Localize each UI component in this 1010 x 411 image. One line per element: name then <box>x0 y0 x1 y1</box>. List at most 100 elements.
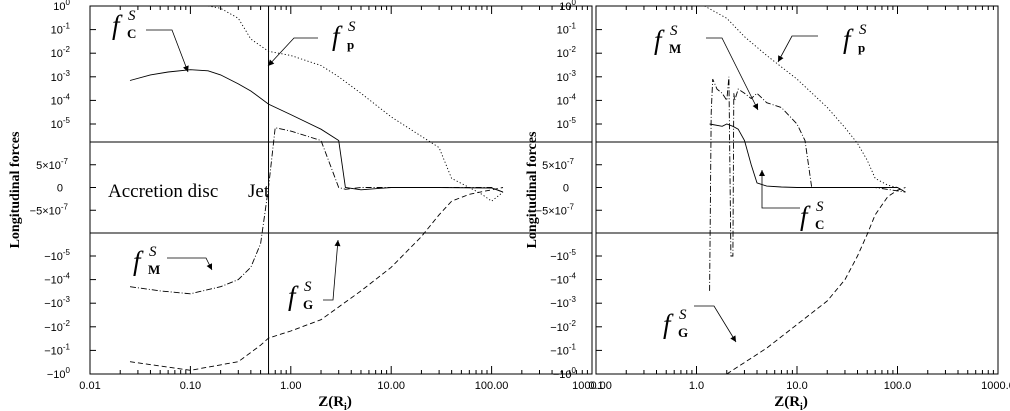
series-line-g <box>129 187 504 371</box>
x-tick-label: 0.10 <box>180 380 201 392</box>
series-label-p: f Sp <box>777 22 867 63</box>
series-label-sup: S <box>679 307 687 323</box>
series-label-sub: C <box>815 217 824 232</box>
series-leader-line <box>146 29 189 73</box>
y-tick-exponent: 0 <box>66 366 71 375</box>
x-axis-label-end: ) <box>347 394 352 410</box>
y-axis-label: Longitudinal forces <box>8 131 23 248</box>
y-tick-exponent: -7 <box>61 157 69 166</box>
y-tick-label: −100 <box>553 366 577 381</box>
leader-arrowhead <box>730 335 736 342</box>
series-label-m: f SM <box>654 23 759 111</box>
series-label-f: f <box>112 10 123 40</box>
y-tick-label: −10-2 <box>550 319 576 334</box>
x-axis-label: Z(Ri) <box>318 394 352 411</box>
y-tick-exponent: -4 <box>569 272 577 281</box>
series-label-sup: S <box>859 22 867 38</box>
y-tick-exponent: -1 <box>569 22 577 31</box>
y-tick-exponent: -4 <box>569 92 577 101</box>
series-label-f: f <box>663 309 674 339</box>
series-label-sup: S <box>149 244 157 260</box>
series-line-m <box>129 127 504 295</box>
series-leader-line <box>694 305 737 343</box>
series-label-sub: C <box>127 26 136 41</box>
series-label-sub: G <box>303 297 313 312</box>
y-tick-exponent: -3 <box>569 69 577 78</box>
series-label-sup: S <box>304 279 312 295</box>
y-tick-exponent: -5 <box>63 116 71 125</box>
y-tick-label: −10-4 <box>550 272 576 287</box>
y-tick-label: 5×10-7 <box>542 157 574 172</box>
panel-left: 0.01 0.10 1.00 10.00 100.00 1000.0010010-110-… <box>8 0 612 411</box>
y-tick-exponent: -5 <box>63 248 71 257</box>
x-tick-label: 10.0 <box>786 380 807 392</box>
y-tick-exponent: -3 <box>63 295 71 304</box>
series-label-sub: p <box>858 40 865 55</box>
y-tick-exponent: -2 <box>569 45 577 54</box>
x-axis-label-sub: i <box>800 402 803 411</box>
series-leader-line <box>761 170 800 209</box>
y-tick-exponent: -7 <box>567 157 575 166</box>
series-label-g: f SG <box>663 305 737 343</box>
series-label-sub: M <box>148 262 160 277</box>
series-label-f: f <box>288 281 299 311</box>
series-label-f: f <box>800 201 811 231</box>
series-label-sup: S <box>348 19 356 35</box>
x-tick-label: 0.01 <box>79 380 100 392</box>
series-label-sub: G <box>678 325 688 340</box>
series-leader-line <box>267 37 318 67</box>
y-tick-exponent: -2 <box>63 45 71 54</box>
y-tick-label: 10-1 <box>51 22 71 37</box>
x-tick-label: 100.00 <box>475 380 509 392</box>
y-tick-exponent: -4 <box>63 92 71 101</box>
y-tick-exponent: -1 <box>63 22 71 31</box>
series-label-f: f <box>332 21 343 51</box>
series-leader-line <box>777 35 818 63</box>
x-axis-label-sub: i <box>344 402 347 411</box>
y-tick-label: 0 <box>563 183 569 195</box>
series-leader-line <box>323 239 339 301</box>
y-tick-label: −10-1 <box>44 342 70 357</box>
y-tick-label: −10-3 <box>550 295 576 310</box>
x-tick-label: 1.0 <box>689 380 704 392</box>
series-line-m <box>709 76 906 291</box>
leader-arrowhead <box>183 65 189 72</box>
x-axis-label: Z(Ri) <box>774 394 808 411</box>
region-label-accretion-disc: Accretion disc <box>108 181 218 202</box>
x-tick-label: 1000.0 <box>981 380 1010 392</box>
series-leader-line <box>167 257 213 271</box>
series-label-sup: S <box>128 8 136 24</box>
y-tick-label: 10-3 <box>51 69 71 84</box>
panel-right: 0.1 1.0 10.0 100.0 1000.0 100 10-1 10-2 10-3 10-4… <box>525 0 1010 411</box>
y-axis-label: Longitudinal forces <box>525 131 540 248</box>
series-label-sup: S <box>816 199 824 215</box>
y-tick-exponent: -4 <box>63 272 71 281</box>
y-tick-label: −100 <box>47 366 71 381</box>
y-tick-exponent: -1 <box>63 342 71 351</box>
x-tick-label: 100.0 <box>884 380 912 392</box>
x-tick-label: 10.00 <box>377 380 405 392</box>
series-label-f: f <box>654 25 665 55</box>
series-label-sup: S <box>670 23 678 39</box>
y-tick-exponent: 0 <box>572 366 577 375</box>
y-tick-label: −5×10-7 <box>30 202 69 217</box>
x-tick-label: 1.00 <box>280 380 301 392</box>
y-tick-label: 10-1 <box>557 22 577 37</box>
y-tick-label: −10-3 <box>44 295 70 310</box>
leader-arrowhead <box>268 59 275 66</box>
y-tick-label: −5×10-7 <box>536 202 575 217</box>
y-tick-label: 10-2 <box>557 45 577 60</box>
y-tick-label: 0 <box>57 183 63 195</box>
y-tick-label: 10-3 <box>557 69 577 84</box>
y-tick-label: 10-5 <box>557 116 577 131</box>
y-tick-exponent: -3 <box>569 295 577 304</box>
x-tick-label: 1000.00 <box>572 380 612 392</box>
series-leader-line <box>706 37 759 111</box>
plot-frame <box>89 5 593 375</box>
series-label-sub: p <box>347 37 354 52</box>
series-line-g <box>726 187 906 375</box>
y-tick-label: −10-4 <box>44 272 70 287</box>
series-line-p <box>208 5 504 202</box>
y-tick-label: −10-5 <box>44 248 70 263</box>
y-tick-label: −10-2 <box>44 319 70 334</box>
